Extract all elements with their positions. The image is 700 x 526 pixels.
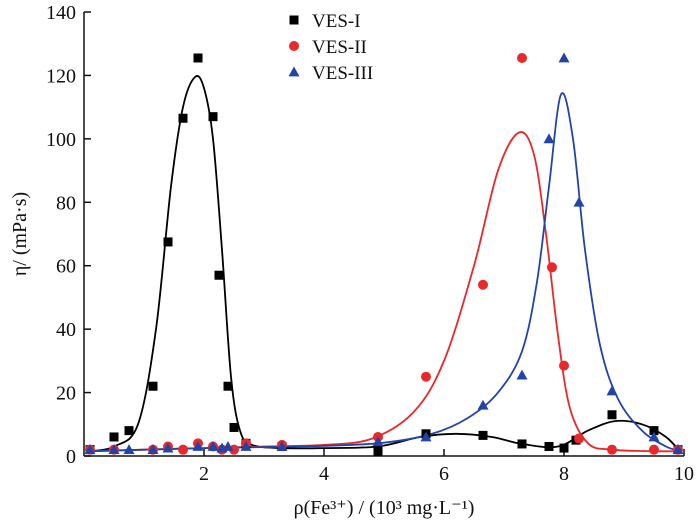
ves-iii-fit-curve xyxy=(89,92,682,453)
ves-i-data-point xyxy=(559,443,569,453)
x-axis-label: ρ(Fe³⁺) / (10³ mg·L⁻¹) xyxy=(294,497,475,519)
ves-iii-data-point xyxy=(648,431,660,442)
data-markers xyxy=(84,52,684,456)
ves-iii-data-point xyxy=(162,442,174,453)
ves-i-data-point xyxy=(109,432,119,442)
ves-ii-data-point xyxy=(559,360,569,371)
ves-i-data-point xyxy=(649,426,659,436)
ves-i-fit-curve xyxy=(89,75,682,454)
ves-iii-data-point xyxy=(672,444,684,455)
x-tick-label: 6 xyxy=(439,463,449,485)
x-tick-label: 4 xyxy=(319,463,329,485)
legend-ves-ii-marker xyxy=(289,41,299,51)
ves-i-data-point xyxy=(229,422,239,432)
x-tick-label: 8 xyxy=(559,463,569,485)
x-tick-label: 10 xyxy=(674,463,694,485)
ves-i-data-point xyxy=(373,446,383,456)
ves-ii-data-point xyxy=(547,262,557,273)
ves-iii-data-point xyxy=(276,440,288,451)
ves-iii-data-point xyxy=(420,431,432,442)
ves-i-data-point xyxy=(208,112,218,122)
ves-i-data-point xyxy=(124,426,134,436)
legend: VES-I VES-II VES-III xyxy=(288,11,373,84)
ves-i-data-point xyxy=(607,410,617,420)
ves-ii-data-point xyxy=(178,444,188,455)
ves-iii-data-point xyxy=(147,444,159,455)
ves-iii-data-point xyxy=(606,385,618,396)
legend-ves-iii-label: VES-III xyxy=(312,63,373,84)
ves-i-data-point xyxy=(223,381,233,391)
ves-iii-data-point xyxy=(516,369,528,380)
ves-ii-data-point xyxy=(517,52,527,63)
y-tick-label: 100 xyxy=(46,129,76,151)
legend-ves-ii-label: VES-II xyxy=(312,37,367,58)
y-tick-label: 0 xyxy=(66,446,76,468)
ves-iii-data-point xyxy=(222,440,234,451)
ves-ii-data-point xyxy=(574,433,584,444)
ves-i-data-point xyxy=(478,430,488,440)
ves-ii-data-point xyxy=(229,444,239,455)
ves-ii-data-point xyxy=(478,279,488,290)
legend-ves-iii-marker xyxy=(288,66,300,77)
ves-i-data-point xyxy=(544,441,554,451)
ves-i-data-point xyxy=(178,113,188,123)
ves-iii-data-point xyxy=(240,440,252,451)
ves-iii-data-point xyxy=(558,52,570,63)
ves-ii-data-point xyxy=(649,444,659,455)
ves-i-data-point xyxy=(214,270,224,280)
ves-i-data-point xyxy=(163,237,173,247)
ves-iii-data-point xyxy=(573,196,585,207)
y-tick-label: 80 xyxy=(56,192,76,214)
ves-i-data-point xyxy=(193,53,203,63)
legend-ves-i-marker xyxy=(289,15,299,25)
ves-iii-data-point xyxy=(123,444,135,455)
ves-iii-data-point xyxy=(372,436,384,447)
ves-iii-data-point xyxy=(477,399,489,410)
y-tick-label: 40 xyxy=(56,319,76,341)
y-tick-label: 120 xyxy=(46,65,76,87)
ves-ii-fit-curve xyxy=(89,131,682,453)
ves-ii-data-point xyxy=(421,371,431,382)
ves-i-data-point xyxy=(148,381,158,391)
y-tick-label: 140 xyxy=(46,2,76,24)
ves-ii-data-point xyxy=(607,444,617,455)
legend-ves-i-label: VES-I xyxy=(312,11,361,32)
y-tick-label: 20 xyxy=(56,383,76,405)
y-axis-label: η/ (mPa·s) xyxy=(9,192,31,276)
ves-iii-data-point xyxy=(207,440,219,451)
ves-iii-data-point xyxy=(84,444,96,455)
ves-iii-data-point xyxy=(108,444,120,455)
axes xyxy=(83,12,684,457)
x-tick-label: 2 xyxy=(199,463,209,485)
ves-i-data-point xyxy=(517,439,527,449)
ves-iii-data-point xyxy=(543,133,555,144)
y-tick-label: 60 xyxy=(56,256,76,278)
fit-curves xyxy=(89,75,682,454)
ves-iii-data-point xyxy=(192,440,204,451)
